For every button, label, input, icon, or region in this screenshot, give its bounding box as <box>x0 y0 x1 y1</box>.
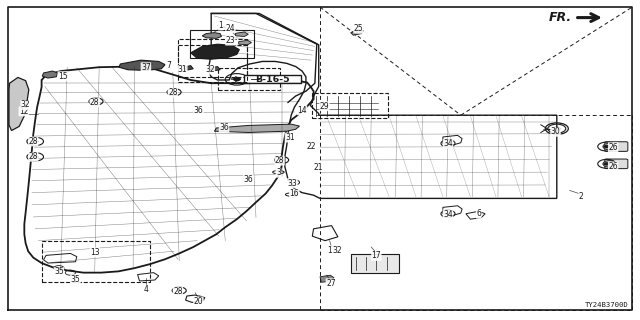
Circle shape <box>233 77 241 81</box>
Text: 14: 14 <box>297 106 307 115</box>
Text: 16: 16 <box>289 189 300 198</box>
Text: 37: 37 <box>141 63 151 72</box>
Circle shape <box>603 161 616 167</box>
Text: 4: 4 <box>143 285 148 294</box>
Text: 28: 28 <box>275 156 284 165</box>
Circle shape <box>445 142 451 145</box>
Polygon shape <box>202 33 221 38</box>
Polygon shape <box>9 77 29 131</box>
Circle shape <box>93 100 99 103</box>
Text: 3: 3 <box>290 191 295 200</box>
Text: 36: 36 <box>219 124 229 132</box>
Text: 34: 34 <box>443 210 453 219</box>
Text: 28: 28 <box>168 88 177 97</box>
Circle shape <box>32 140 38 143</box>
Circle shape <box>177 289 182 292</box>
Polygon shape <box>214 124 300 132</box>
Text: TY24B3700D: TY24B3700D <box>585 302 628 308</box>
Polygon shape <box>320 275 334 282</box>
Text: 31: 31 <box>285 133 295 142</box>
Text: 13: 13 <box>90 248 100 257</box>
Text: 15: 15 <box>58 72 68 81</box>
Text: 28: 28 <box>90 98 99 107</box>
Text: 26: 26 <box>608 143 618 152</box>
Text: 28: 28 <box>29 152 38 161</box>
FancyBboxPatch shape <box>244 75 301 83</box>
Text: 28: 28 <box>29 137 38 146</box>
FancyBboxPatch shape <box>351 254 399 273</box>
Circle shape <box>32 155 38 158</box>
Text: 33: 33 <box>287 179 298 188</box>
Text: 23: 23 <box>225 36 236 45</box>
Text: 24: 24 <box>225 24 236 33</box>
Text: 1: 1 <box>218 21 223 30</box>
Polygon shape <box>42 71 58 78</box>
Text: 20: 20 <box>193 297 204 306</box>
Text: 31: 31 <box>177 65 188 74</box>
Text: 17: 17 <box>371 252 381 260</box>
Text: FR.: FR. <box>548 11 572 24</box>
Polygon shape <box>239 40 252 45</box>
Circle shape <box>554 127 560 130</box>
FancyBboxPatch shape <box>605 142 628 151</box>
Text: 32: 32 <box>332 246 342 255</box>
Circle shape <box>553 127 561 131</box>
Text: 35: 35 <box>70 275 81 284</box>
Text: 32: 32 <box>20 100 31 109</box>
Text: B-16-5: B-16-5 <box>255 75 290 84</box>
Polygon shape <box>183 66 193 70</box>
Circle shape <box>603 143 616 150</box>
Text: 26: 26 <box>608 162 618 171</box>
Text: 34: 34 <box>443 140 453 148</box>
Circle shape <box>172 91 177 93</box>
Text: 36: 36 <box>193 106 204 115</box>
FancyBboxPatch shape <box>605 159 628 169</box>
Text: 12: 12 <box>19 107 28 116</box>
Polygon shape <box>191 44 239 59</box>
Polygon shape <box>236 32 248 36</box>
Text: 29: 29 <box>319 102 330 111</box>
Text: 2: 2 <box>579 192 584 201</box>
Text: 30: 30 <box>550 127 561 136</box>
Text: 22: 22 <box>307 142 316 151</box>
Polygon shape <box>210 67 220 71</box>
Text: 32: 32 <box>205 65 215 74</box>
Circle shape <box>445 212 451 215</box>
Polygon shape <box>351 29 364 35</box>
Text: 36: 36 <box>243 175 253 184</box>
Text: 27: 27 <box>326 279 336 288</box>
Text: 35: 35 <box>54 268 64 276</box>
Circle shape <box>604 145 610 148</box>
Circle shape <box>279 159 284 161</box>
Circle shape <box>604 162 610 165</box>
Text: 3: 3 <box>276 168 281 177</box>
Polygon shape <box>119 60 165 70</box>
Text: 25: 25 <box>353 24 364 33</box>
Text: 7: 7 <box>166 61 171 70</box>
Text: 11: 11 <box>327 246 336 255</box>
Text: 21: 21 <box>314 163 323 172</box>
Text: 28: 28 <box>173 287 182 296</box>
Text: 6: 6 <box>476 209 481 218</box>
